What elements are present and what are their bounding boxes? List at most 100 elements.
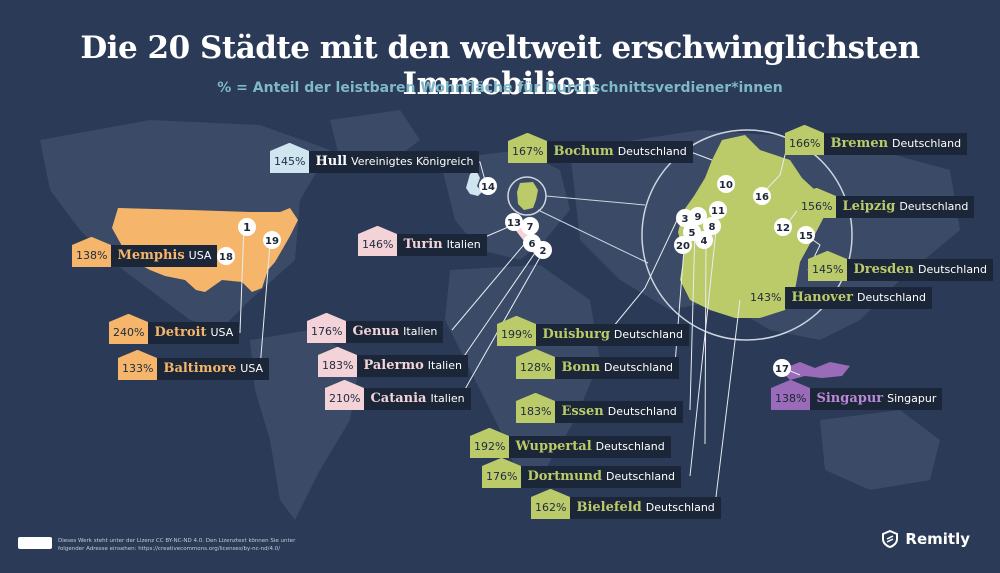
city-name-box: Turin Italien xyxy=(397,234,487,256)
city-name-box: Genua Italien xyxy=(346,321,444,343)
marker-1: 1 xyxy=(238,218,256,236)
city-name: Detroit xyxy=(154,325,207,340)
marker-16: 16 xyxy=(753,187,771,205)
germany-zoom-circle xyxy=(641,129,853,341)
pct-badge: 128% xyxy=(516,349,556,379)
marker-18: 18 xyxy=(217,247,235,265)
country-name: Italien xyxy=(403,325,438,338)
city-name: Baltimore xyxy=(163,361,237,376)
city-label-hull: 145% Hull Vereinigtes Königreich xyxy=(270,143,480,173)
city-label-bremen: 166% Bremen Deutschland xyxy=(785,125,968,155)
city-name: Bochum xyxy=(553,144,614,159)
city-name-box: Leipzig Deutschland xyxy=(836,196,975,218)
country-name: Deutschland xyxy=(899,200,969,213)
pct-badge: 176% xyxy=(307,313,347,343)
marker-10: 10 xyxy=(717,175,735,193)
pct-badge: 162% xyxy=(531,489,571,519)
page-subtitle: % = Anteil der leistbaren Wohnfläche für… xyxy=(217,80,783,96)
country-name: Italien xyxy=(446,238,481,251)
pct-badge: 138% xyxy=(771,380,811,410)
city-name-box: Palermo Italien xyxy=(357,355,468,377)
country-name: Deutschland xyxy=(617,145,687,158)
city-label-bonn: 128% Bonn Deutschland xyxy=(516,349,680,379)
city-name-box: Memphis USA xyxy=(111,245,218,267)
country-name: Deutschland xyxy=(607,405,677,418)
country-name: Deutschland xyxy=(892,137,962,150)
city-name: Wuppertal xyxy=(515,439,592,454)
city-label-wuppertal: 192% Wuppertal Deutschland xyxy=(470,428,671,458)
page-title: Die 20 Städte mit den weltweit erschwing… xyxy=(80,30,920,102)
city-name: Genua xyxy=(352,324,400,339)
city-name-box: Singapur Singapur xyxy=(810,388,943,410)
australia-shape xyxy=(820,410,940,490)
city-label-duisburg: 199% Duisburg Deutschland xyxy=(497,316,689,346)
city-label-leipzig: 156% Leipzig Deutschland xyxy=(797,188,975,218)
city-name: Memphis xyxy=(117,248,185,263)
city-label-dresden: 145% Dresden Deutschland xyxy=(808,251,994,281)
city-label-hanover: 143% Hanover Deutschland xyxy=(746,279,932,309)
marker-9: 9 xyxy=(689,207,707,225)
city-name: Leipzig xyxy=(842,199,896,214)
city-label-turin: 146% Turin Italien xyxy=(358,226,487,256)
pct-badge: 146% xyxy=(358,226,398,256)
svg-text:6: 6 xyxy=(529,239,536,250)
city-label-essen: 183% Essen Deutschland xyxy=(516,393,683,423)
city-name-box: Dortmund Deutschland xyxy=(521,466,682,488)
city-label-dortmund: 176% Dortmund Deutschland xyxy=(482,458,682,488)
pct-badge: 199% xyxy=(497,316,537,346)
city-name-box: Duisburg Deutschland xyxy=(536,324,689,346)
marker-8: 8 xyxy=(703,217,721,235)
svg-text:13: 13 xyxy=(507,218,521,229)
marker-13: 13 xyxy=(505,213,523,231)
city-label-genua: 176% Genua Italien xyxy=(307,313,444,343)
city-name-box: Wuppertal Deutschland xyxy=(509,436,671,458)
city-label-baltimore: 133% Baltimore USA xyxy=(118,350,270,380)
country-name: Deutschland xyxy=(645,501,715,514)
cc-by-nc-nd-icon xyxy=(18,537,52,549)
marker-2: 2 xyxy=(534,241,552,259)
country-name: Deutschland xyxy=(613,328,683,341)
license-text: Dieses Werk steht unter der Lizenz CC BY… xyxy=(58,538,296,552)
country-name: Deutschland xyxy=(606,470,676,483)
city-name-box: Bielefeld Deutschland xyxy=(570,497,721,519)
city-label-bochum: 167% Bochum Deutschland xyxy=(508,133,693,163)
country-name: Vereinigtes Königreich xyxy=(351,155,474,168)
city-name-box: Bonn Deutschland xyxy=(555,357,680,379)
city-label-palermo: 183% Palermo Italien xyxy=(318,347,468,377)
city-label-catania: 210% Catania Italien xyxy=(325,380,471,410)
svg-text:19: 19 xyxy=(265,236,279,247)
country-name: Italien xyxy=(430,392,465,405)
remitly-logo: Remitly xyxy=(881,530,970,548)
svg-text:14: 14 xyxy=(481,182,495,193)
city-name: Singapur xyxy=(816,391,884,406)
country-name: Italien xyxy=(427,359,462,372)
country-name: Singapur xyxy=(887,392,937,405)
marker-7: 7 xyxy=(521,217,539,235)
pct-badge: 156% xyxy=(797,188,837,218)
uk-shape xyxy=(466,170,482,196)
svg-text:11: 11 xyxy=(711,206,725,217)
city-label-memphis: 138% Memphis USA xyxy=(72,237,218,267)
city-name: Essen xyxy=(561,404,604,419)
svg-text:2: 2 xyxy=(540,246,547,257)
marker-20: 20 xyxy=(674,236,692,254)
svg-text:5: 5 xyxy=(689,228,696,239)
svg-text:4: 4 xyxy=(701,236,708,247)
pct-badge: 133% xyxy=(118,350,158,380)
city-name-box: Baltimore USA xyxy=(157,358,270,380)
city-name: Turin xyxy=(403,237,443,252)
city-label-detroit: 240% Detroit USA xyxy=(109,314,240,344)
city-name: Hull xyxy=(315,154,348,169)
pct-badge: 138% xyxy=(72,237,112,267)
pct-badge: 183% xyxy=(516,393,556,423)
pct-badge: 145% xyxy=(808,251,848,281)
pct-badge: 166% xyxy=(785,125,825,155)
city-name-box: Bochum Deutschland xyxy=(547,141,693,163)
svg-text:18: 18 xyxy=(219,252,233,263)
city-name-box: Bremen Deutschland xyxy=(824,133,968,155)
svg-text:12: 12 xyxy=(776,223,790,234)
country-name: USA xyxy=(210,326,234,339)
country-name: Deutschland xyxy=(604,361,674,374)
pct-badge: 183% xyxy=(318,347,358,377)
